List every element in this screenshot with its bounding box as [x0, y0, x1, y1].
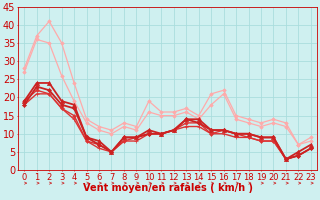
X-axis label: Vent moyen/en rafales ( km/h ): Vent moyen/en rafales ( km/h ) — [83, 183, 252, 193]
